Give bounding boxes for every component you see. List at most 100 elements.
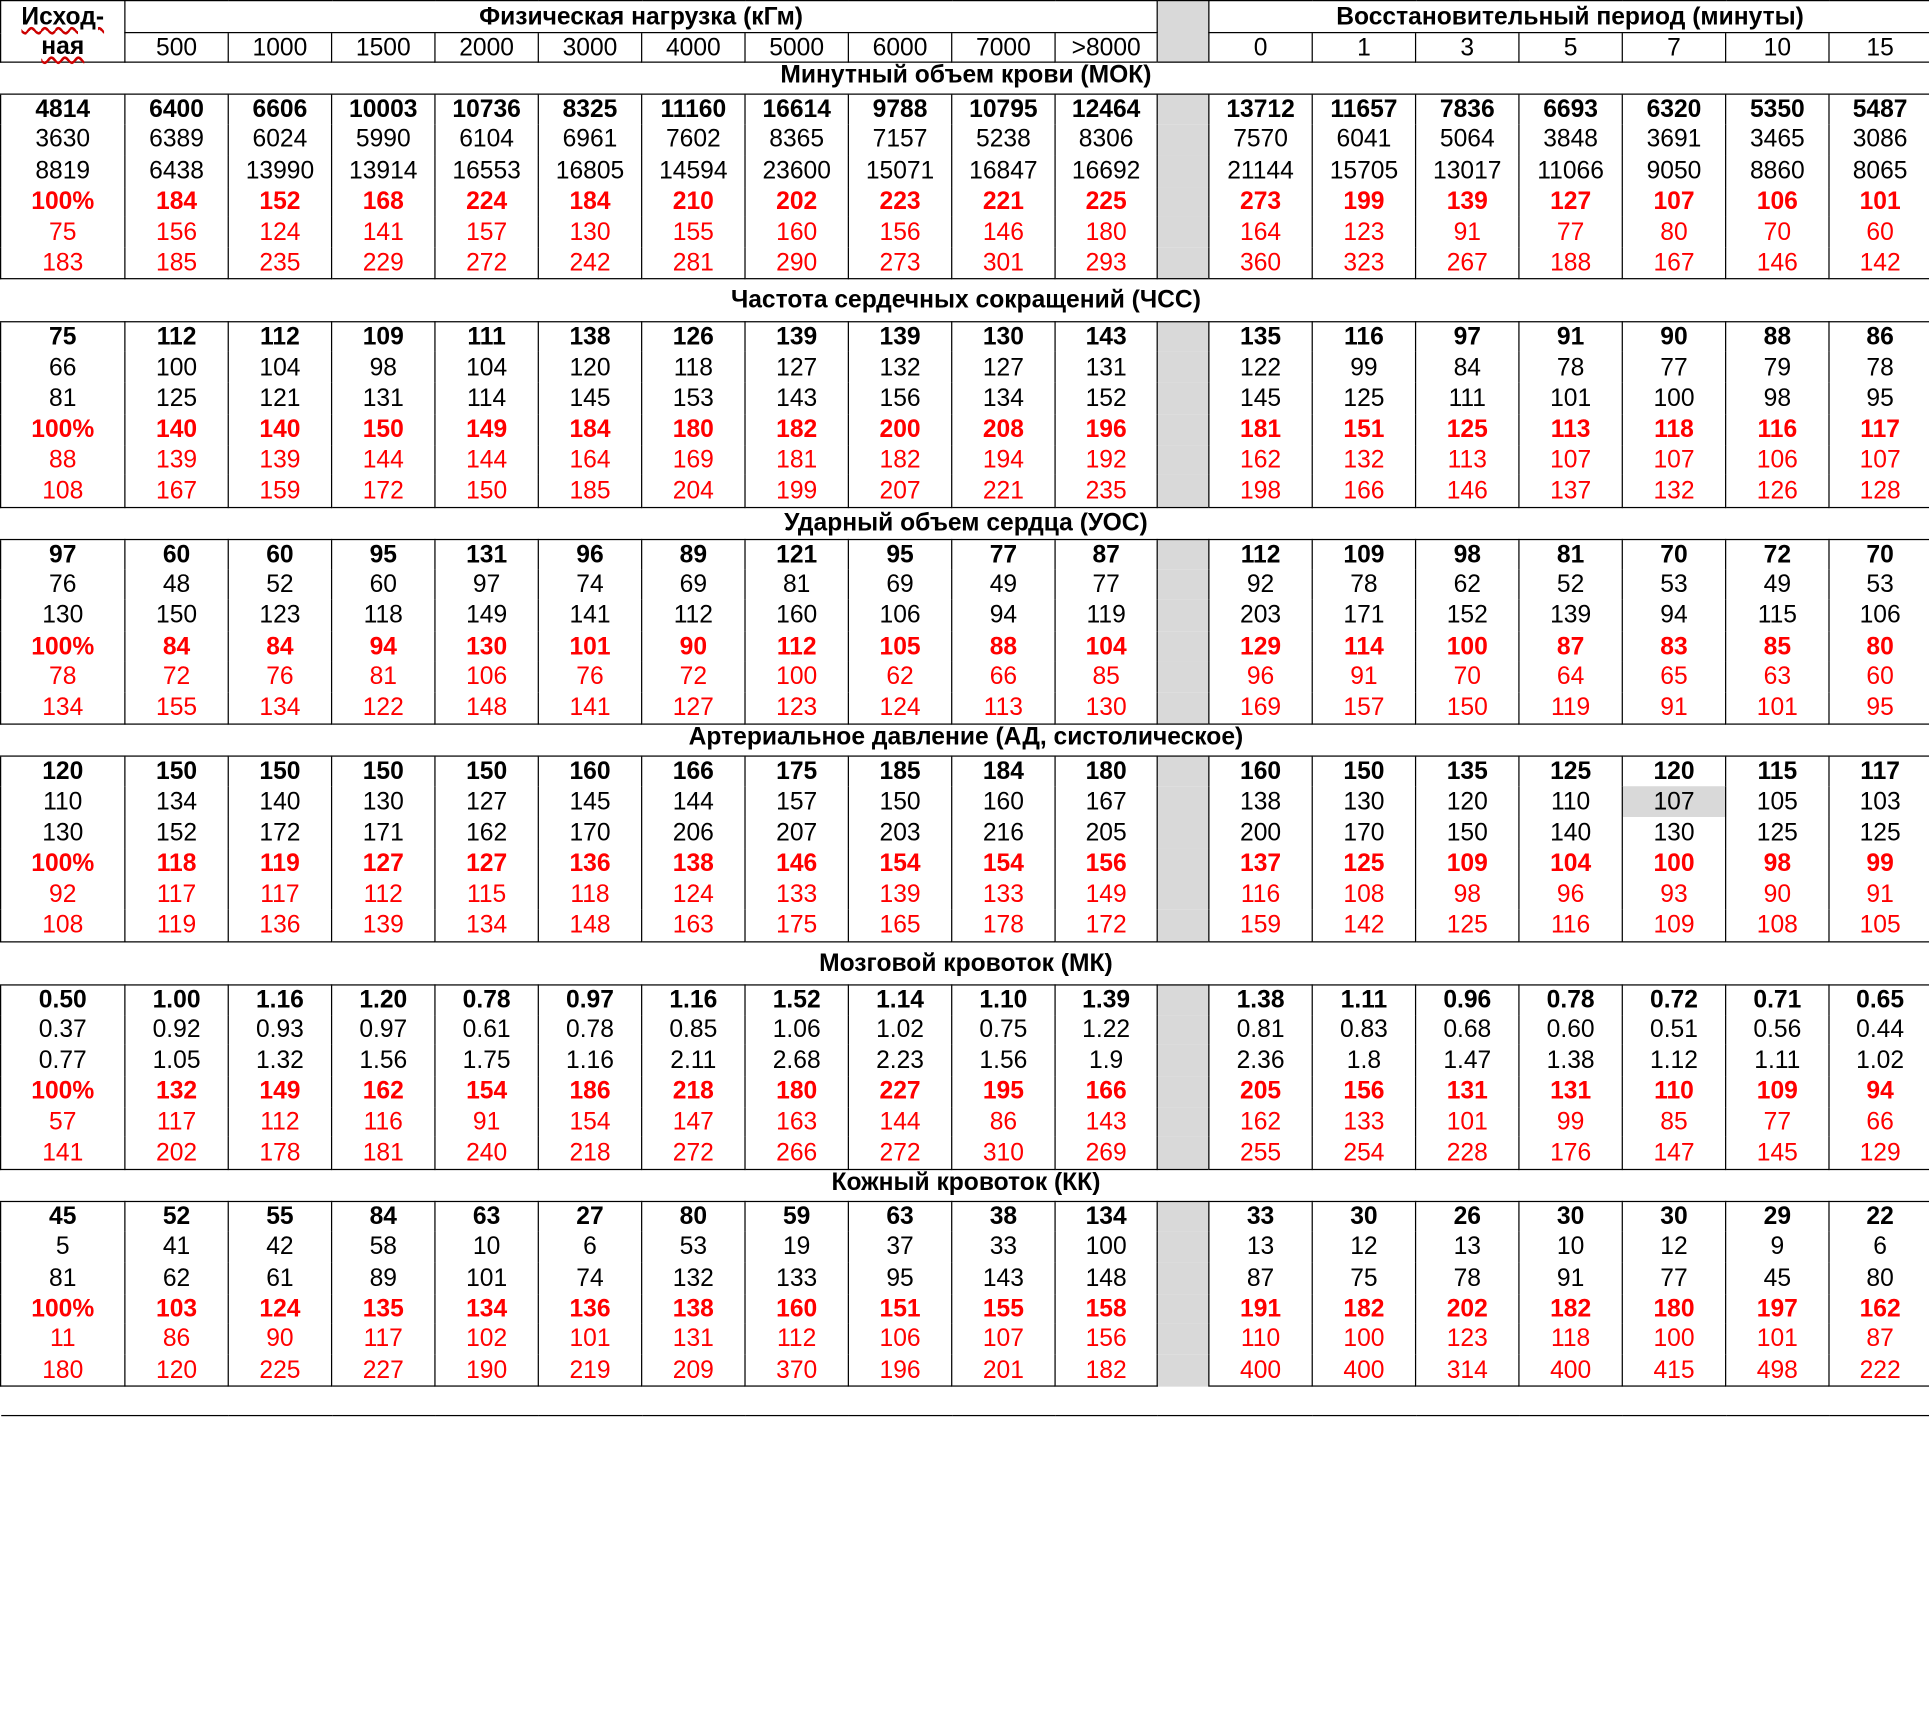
load-value-cell[interactable]: 162 <box>434 816 539 849</box>
baseline-value-cell[interactable]: 130 <box>0 816 126 849</box>
recovery-value-cell[interactable]: 30 <box>1311 1201 1417 1232</box>
load-value-cell[interactable]: 138 <box>537 322 643 353</box>
recovery-value-cell[interactable]: 131 <box>1518 1076 1623 1108</box>
recovery-value-cell[interactable]: 120 <box>1414 786 1520 817</box>
load-value-cell[interactable]: 66 <box>951 661 1056 693</box>
load-value-cell[interactable]: 184 <box>537 414 643 445</box>
recovery-value-cell[interactable]: 30 <box>1518 1201 1623 1232</box>
recovery-value-cell[interactable]: 123 <box>1414 1324 1520 1355</box>
baseline-value-cell[interactable]: 100% <box>0 1076 126 1108</box>
recovery-value-cell[interactable]: 99 <box>1518 1107 1623 1138</box>
load-value-cell[interactable]: 124 <box>227 1293 333 1325</box>
recovery-value-cell[interactable]: 117 <box>1828 414 1929 445</box>
baseline-value-cell[interactable]: 81 <box>0 382 126 415</box>
recovery-value-cell[interactable]: 198 <box>1208 475 1313 508</box>
load-value-cell[interactable]: 135 <box>330 1293 436 1325</box>
recovery-value-cell[interactable]: 30 <box>1621 1201 1727 1232</box>
load-value-cell[interactable]: 112 <box>744 631 849 662</box>
recovery-value-cell[interactable]: 100 <box>1621 1324 1727 1355</box>
load-value-cell[interactable]: 140 <box>124 414 229 445</box>
recovery-value-cell[interactable]: 107 <box>1621 444 1727 476</box>
baseline-value-cell[interactable]: 78 <box>0 661 126 693</box>
recovery-column-header[interactable]: 3 <box>1414 32 1520 63</box>
load-value-cell[interactable]: 221 <box>951 186 1056 217</box>
load-value-cell[interactable]: 0.61 <box>434 1014 539 1045</box>
load-value-cell[interactable]: 111 <box>434 322 539 353</box>
load-value-cell[interactable]: 118 <box>641 352 746 383</box>
recovery-value-cell[interactable]: 147 <box>1621 1137 1727 1170</box>
load-value-cell[interactable]: 150 <box>330 414 436 445</box>
recovery-value-cell[interactable]: 3848 <box>1518 124 1623 155</box>
load-value-cell[interactable]: 166 <box>641 756 746 787</box>
load-value-cell[interactable]: 131 <box>1054 352 1158 383</box>
load-value-cell[interactable]: 117 <box>330 1324 436 1355</box>
load-value-cell[interactable]: 106 <box>434 661 539 693</box>
load-value-cell[interactable]: 103 <box>124 1293 229 1325</box>
load-value-cell[interactable]: 121 <box>744 539 849 570</box>
recovery-value-cell[interactable]: 5064 <box>1414 124 1520 155</box>
load-value-cell[interactable]: 88 <box>951 631 1056 662</box>
load-value-cell[interactable]: 89 <box>641 539 746 570</box>
load-value-cell[interactable]: 120 <box>537 352 643 383</box>
load-value-cell[interactable]: 192 <box>1054 444 1158 476</box>
load-value-cell[interactable]: 184 <box>951 756 1056 787</box>
load-value-cell[interactable]: 154 <box>434 1076 539 1108</box>
load-value-cell[interactable]: 269 <box>1054 1137 1158 1170</box>
recovery-value-cell[interactable]: 96 <box>1518 879 1623 910</box>
load-value-cell[interactable]: 143 <box>1054 1107 1158 1138</box>
load-value-cell[interactable]: 84 <box>124 631 229 662</box>
load-value-cell[interactable]: 148 <box>1054 1261 1158 1294</box>
recovery-value-cell[interactable]: 99 <box>1828 848 1929 880</box>
load-value-cell[interactable]: 6606 <box>227 94 333 125</box>
load-value-cell[interactable]: 199 <box>744 475 849 508</box>
load-value-cell[interactable]: 163 <box>641 909 746 942</box>
load-value-cell[interactable]: 86 <box>124 1324 229 1355</box>
recovery-value-cell[interactable]: 167 <box>1621 247 1727 280</box>
recovery-value-cell[interactable]: 1.02 <box>1828 1044 1929 1077</box>
load-value-cell[interactable]: 7157 <box>847 124 953 155</box>
load-value-cell[interactable]: 178 <box>227 1137 333 1170</box>
load-value-cell[interactable]: 59 <box>744 1201 849 1232</box>
recovery-value-cell[interactable]: 1.11 <box>1311 984 1417 1015</box>
load-value-cell[interactable]: 11160 <box>641 94 746 125</box>
recovery-value-cell[interactable]: 53 <box>1621 569 1727 600</box>
recovery-value-cell[interactable]: 98 <box>1414 539 1520 570</box>
load-value-cell[interactable]: 33 <box>951 1231 1056 1262</box>
load-value-cell[interactable]: 266 <box>744 1137 849 1170</box>
recovery-value-cell[interactable]: 11066 <box>1518 154 1623 187</box>
baseline-value-cell[interactable]: 0.77 <box>0 1044 126 1077</box>
recovery-value-cell[interactable]: 118 <box>1518 1324 1623 1355</box>
recovery-value-cell[interactable]: 2.36 <box>1208 1044 1313 1077</box>
recovery-value-cell[interactable]: 146 <box>1414 475 1520 508</box>
load-value-cell[interactable]: 10795 <box>951 94 1056 125</box>
load-value-cell[interactable]: 5990 <box>330 124 436 155</box>
load-value-cell[interactable]: 134 <box>227 692 333 725</box>
load-value-cell[interactable]: 235 <box>1054 475 1158 508</box>
load-value-cell[interactable]: 1.06 <box>744 1014 849 1045</box>
load-value-cell[interactable]: 0.92 <box>124 1014 229 1045</box>
baseline-value-cell[interactable]: 88 <box>0 444 126 476</box>
load-value-cell[interactable]: 124 <box>641 879 746 910</box>
load-value-cell[interactable]: 181 <box>744 444 849 476</box>
recovery-value-cell[interactable]: 162 <box>1208 444 1313 476</box>
recovery-value-cell[interactable]: 29 <box>1725 1201 1830 1232</box>
recovery-value-cell[interactable]: 146 <box>1725 247 1830 280</box>
load-value-cell[interactable]: 196 <box>1054 414 1158 445</box>
load-value-cell[interactable]: 184 <box>537 186 643 217</box>
recovery-value-cell[interactable]: 13 <box>1208 1231 1313 1262</box>
recovery-column-header[interactable]: 10 <box>1725 32 1830 63</box>
load-value-cell[interactable]: 1.05 <box>124 1044 229 1077</box>
recovery-value-cell[interactable]: 1.38 <box>1518 1044 1623 1077</box>
recovery-column-header[interactable]: 1 <box>1311 32 1417 63</box>
load-value-cell[interactable]: 61 <box>227 1261 333 1294</box>
recovery-value-cell[interactable]: 116 <box>1311 322 1417 353</box>
load-value-cell[interactable]: 74 <box>537 569 643 600</box>
load-value-cell[interactable]: 77 <box>951 539 1056 570</box>
recovery-value-cell[interactable]: 98 <box>1725 382 1830 415</box>
load-value-cell[interactable]: 0.75 <box>951 1014 1056 1045</box>
load-value-cell[interactable]: 157 <box>434 216 539 248</box>
load-value-cell[interactable]: 225 <box>1054 186 1158 217</box>
load-value-cell[interactable]: 150 <box>847 786 953 817</box>
recovery-value-cell[interactable]: 0.83 <box>1311 1014 1417 1045</box>
load-value-cell[interactable]: 8365 <box>744 124 849 155</box>
